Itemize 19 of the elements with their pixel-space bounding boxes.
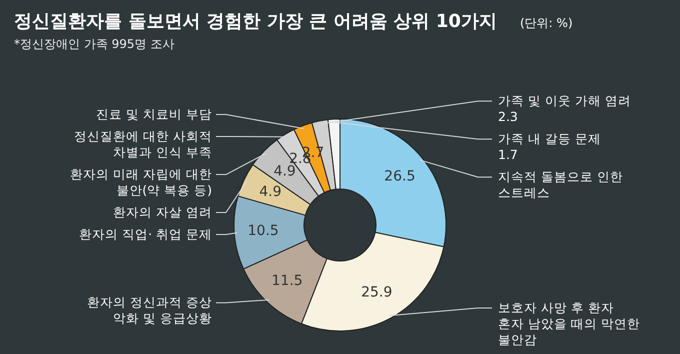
data-label: 11.5 (271, 272, 303, 289)
data-label: 4.9 (274, 163, 296, 180)
text: (단위: %) (520, 16, 573, 30)
slice-label: 지속적 돌봄으로 인한 스트레스 (498, 169, 623, 200)
slice-label: 가족 및 이웃 가해 염려 2.3 (498, 93, 631, 124)
slice-label: 환자의 자살 염려 (113, 204, 212, 220)
slice-label: 가족 내 갈등 문제 1.7 (498, 131, 601, 162)
slice-label: 환자의 미래 자립에 대한 불안(약 복용 등) (70, 166, 212, 198)
chart-subtitle: *정신장애인 가족 995명 조사 (14, 37, 174, 51)
slice-label: 진료 및 치료비 부담 (96, 106, 212, 122)
data-label: 10.5 (248, 222, 279, 239)
slice-label: 정신질환에 대한 사회적 차별과 인식 부족 (74, 128, 212, 160)
data-label: 25.9 (361, 284, 392, 301)
slice-label: 환자의 직업· 취업 문제 (79, 226, 212, 242)
slice-label: 환자의 정신과적 증상 악화 및 응급상황 (87, 294, 212, 326)
data-label: 4.9 (259, 184, 282, 200)
chart-title: 정신질환자를 돌보면서 경험한 가장 큰 어려움 상위 10가지 (14, 11, 497, 32)
data-label: 26.5 (384, 168, 416, 184)
slice-label: 보호자 사망 후 환자 혼자 남았을 때의 막연한 불안감 (498, 300, 640, 347)
